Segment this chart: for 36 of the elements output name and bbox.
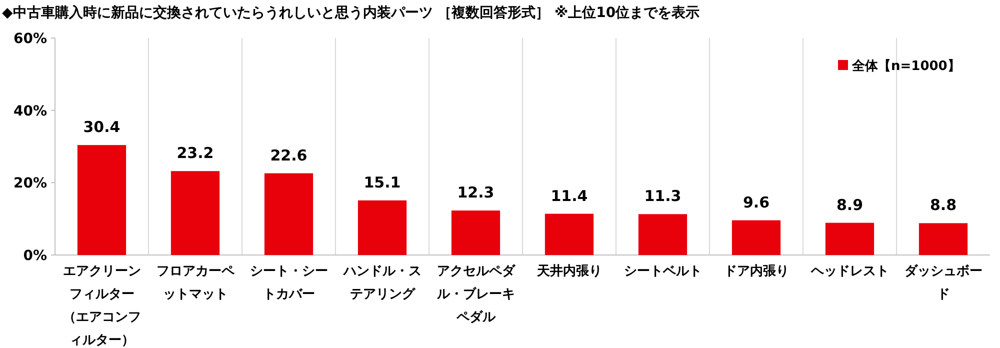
data-label: 15.1: [364, 173, 401, 192]
data-label: 9.6: [742, 193, 770, 212]
data-label: 22.6: [270, 146, 308, 164]
y-tick-label: 40%: [13, 103, 47, 120]
bar: [264, 173, 314, 255]
bar: [358, 200, 407, 255]
bar: [732, 220, 781, 255]
data-label: 23.2: [176, 144, 214, 162]
chart-title: ◆中古車購入時に新品に交換されていたらうれしいと思う内装パーツ ［複数回答形式］ ※上位10位までを表示: [2, 4, 700, 21]
y-tick-label: 0%: [23, 248, 47, 264]
bar: [451, 210, 500, 255]
bar: [170, 171, 220, 255]
data-label: 30.4: [83, 118, 120, 136]
legend-label: 全体【n=1000】: [851, 58, 960, 74]
x-tick-label: シート・シートカバー: [248, 263, 329, 304]
x-tick-label: フロアカーペットマット: [155, 263, 236, 304]
bar: [544, 214, 594, 255]
y-tick-label: 20%: [13, 176, 47, 192]
data-label: 8.8: [930, 196, 957, 214]
y-tick-label: 60%: [13, 31, 47, 47]
x-tick-label: ダッシュボード: [903, 263, 984, 304]
data-label: 11.4: [550, 186, 588, 205]
x-tick-label: アクセルペダル・ブレーキペダル: [436, 263, 516, 327]
bar: [918, 223, 968, 255]
data-label: 12.3: [457, 184, 494, 202]
data-label: 11.3: [644, 187, 682, 206]
x-tick-label: シートベルト: [622, 263, 703, 281]
x-tick-label: ドア内張り: [722, 263, 790, 281]
data-label: 8.9: [836, 196, 864, 214]
bar: [825, 222, 874, 255]
x-tick-label: 天井内張り: [536, 263, 603, 281]
x-tick-label: エアクリーンフィルター（エアコンフィルター）: [62, 263, 142, 348]
bar: [77, 145, 126, 255]
x-tick-label: ヘッドレスト: [810, 263, 890, 281]
x-tick-label: ハンドル・ステアリング: [342, 263, 422, 304]
bar: [638, 214, 688, 255]
